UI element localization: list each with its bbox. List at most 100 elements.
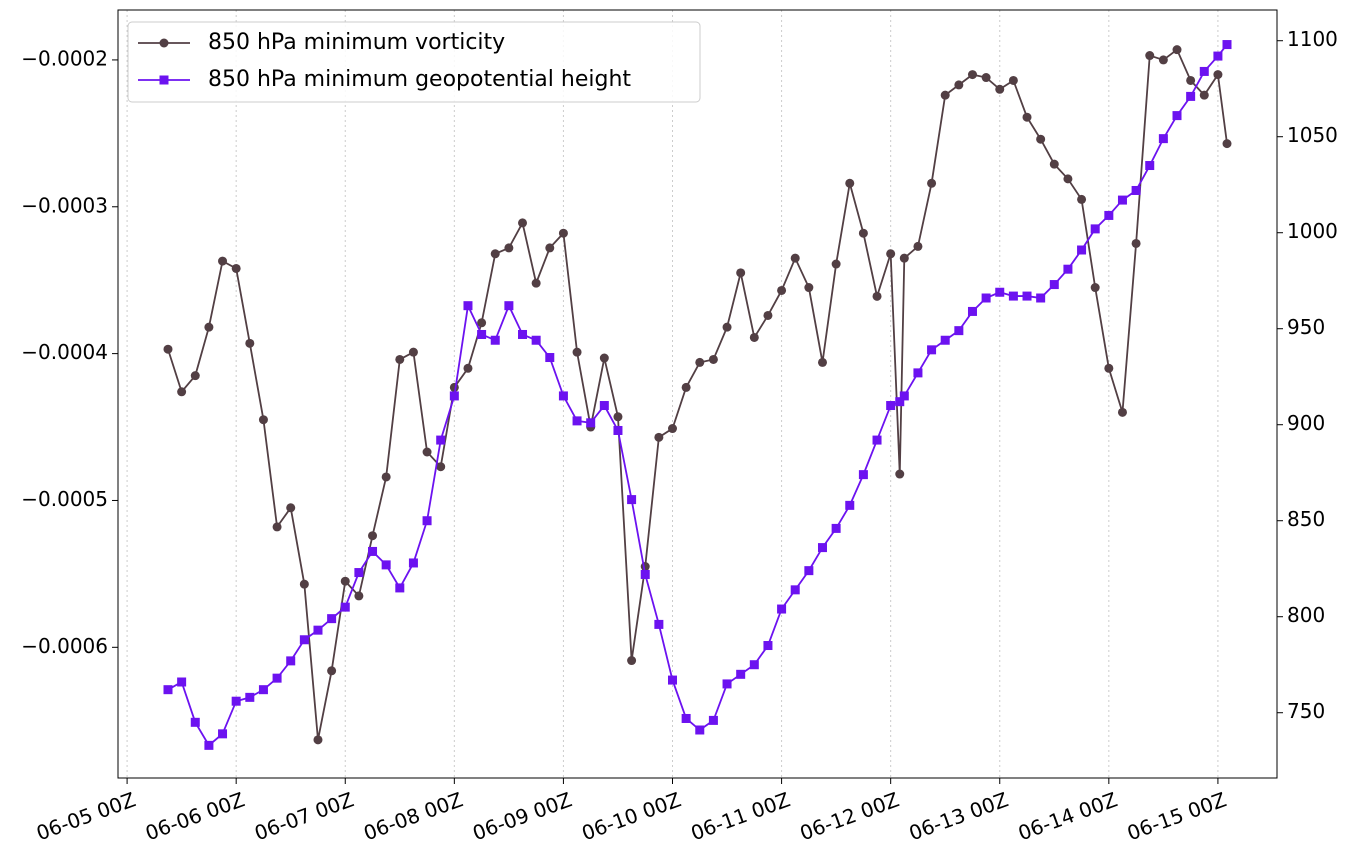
series-marker — [258, 415, 268, 425]
series-marker — [1036, 293, 1046, 303]
series-marker — [804, 283, 814, 293]
series-marker — [1186, 91, 1196, 101]
x-tick-label: 06-09 00Z — [469, 787, 575, 845]
series-marker — [954, 80, 964, 90]
series-marker — [286, 656, 296, 666]
series-marker — [572, 347, 582, 357]
series-marker — [586, 418, 596, 428]
series-marker — [681, 382, 691, 392]
series-marker — [695, 357, 705, 367]
series-marker — [1213, 51, 1223, 61]
series-marker — [995, 84, 1005, 94]
series-marker — [895, 397, 905, 407]
y2-tick-label: 850 — [1287, 507, 1325, 531]
series-marker — [1077, 194, 1087, 204]
series-marker — [395, 354, 405, 364]
series-marker — [490, 249, 500, 259]
series-marker — [899, 253, 909, 263]
series-marker — [831, 523, 841, 533]
series-marker — [981, 73, 991, 83]
y2-tick-label: 950 — [1287, 315, 1325, 339]
series-marker — [736, 268, 746, 278]
series-marker — [1063, 174, 1073, 184]
y2-tick-label: 1100 — [1287, 27, 1338, 51]
legend-marker — [159, 38, 169, 48]
series-marker — [1222, 40, 1232, 50]
series-marker — [1008, 291, 1018, 301]
x-tick-label: 06-11 00Z — [688, 787, 794, 845]
y-tick-label: −0.0004 — [21, 340, 108, 364]
legend: 850 hPa minimum vorticity 850 hPa minimum… — [127, 21, 701, 103]
series-marker — [518, 329, 528, 339]
series-marker — [340, 576, 350, 586]
x-tick-label: 06-14 00Z — [1015, 787, 1121, 845]
series-marker — [558, 391, 568, 401]
series-marker — [286, 503, 296, 513]
series-marker — [449, 391, 459, 401]
series-marker — [299, 635, 309, 645]
series-marker — [504, 301, 514, 311]
series-marker — [695, 725, 705, 735]
series-marker — [845, 178, 855, 188]
x-tick-label: 06-06 00Z — [142, 787, 248, 845]
x-tick-label: 06-15 00Z — [1124, 787, 1230, 845]
series-marker — [790, 585, 800, 595]
series-marker — [804, 566, 814, 576]
series-marker — [1090, 224, 1100, 234]
series-marker — [408, 347, 418, 357]
series-marker — [258, 685, 268, 695]
series-marker — [354, 591, 364, 601]
y-tick-label: −0.0005 — [21, 487, 108, 511]
x-tick-label: 06-08 00Z — [360, 787, 466, 845]
y2-tick-label: 1050 — [1287, 123, 1338, 147]
series-marker — [817, 543, 827, 553]
series-marker — [163, 685, 173, 695]
legend-label: 850 hPa minimum vorticity — [208, 30, 505, 55]
series-marker — [558, 228, 568, 238]
series-marker — [613, 412, 623, 422]
x-tick-label: 06-05 00Z — [33, 787, 139, 845]
series-marker — [545, 353, 555, 363]
series-marker — [477, 329, 487, 339]
series-marker — [1077, 245, 1087, 255]
series-marker — [708, 715, 718, 725]
series-marker — [272, 673, 282, 683]
series-marker — [940, 335, 950, 345]
series-marker — [340, 602, 350, 612]
y2-tick-label: 750 — [1287, 699, 1325, 723]
series-marker — [1145, 51, 1155, 61]
series-marker — [422, 447, 432, 457]
series-marker — [736, 669, 746, 679]
y2-tick-label: 900 — [1287, 411, 1325, 435]
series-marker — [381, 472, 391, 482]
series-marker — [463, 363, 473, 373]
series-marker — [327, 614, 337, 624]
series-marker — [599, 353, 609, 363]
series-marker — [613, 425, 623, 435]
series-marker — [531, 278, 541, 288]
series-marker — [531, 335, 541, 345]
series-marker — [1199, 90, 1209, 100]
series-marker — [763, 310, 773, 320]
series-marker — [872, 291, 882, 301]
series-marker — [749, 660, 759, 670]
series-marker — [640, 569, 650, 579]
y2-tick-label: 1000 — [1287, 219, 1338, 243]
series-marker — [545, 243, 555, 253]
series-marker — [1186, 75, 1196, 85]
legend-box — [127, 21, 701, 103]
series-marker — [1131, 185, 1141, 195]
series-marker — [245, 338, 255, 348]
series-marker — [913, 368, 923, 378]
series-marker — [913, 241, 923, 251]
series-marker — [817, 357, 827, 367]
series-marker — [654, 619, 664, 629]
series-marker — [858, 228, 868, 238]
series-marker — [1090, 283, 1100, 293]
series-marker — [927, 178, 937, 188]
series-marker — [218, 256, 228, 266]
series-marker — [1172, 111, 1182, 121]
series-marker — [599, 401, 609, 411]
x-tick-label: 06-13 00Z — [906, 787, 1012, 845]
